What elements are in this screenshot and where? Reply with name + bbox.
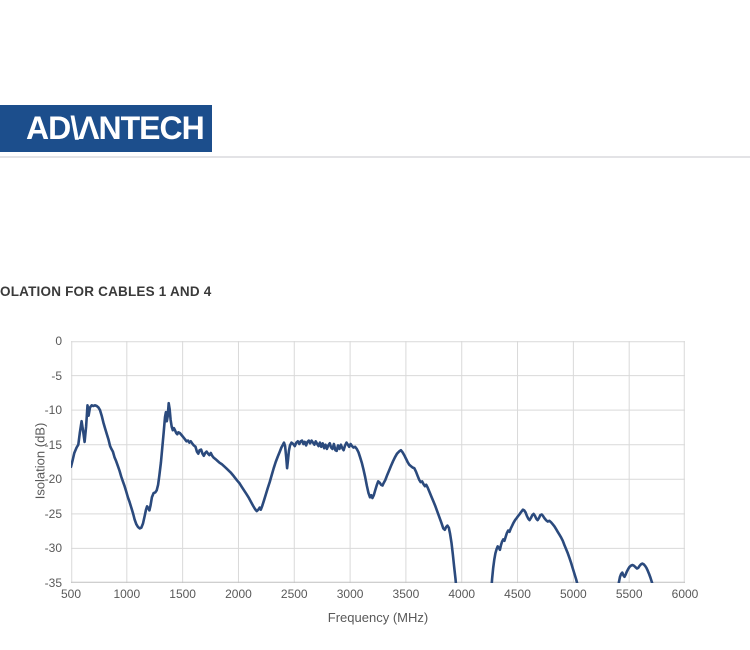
isolation-series-line bbox=[617, 562, 654, 583]
advantech-logo: AD\ΛNTECH bbox=[0, 105, 212, 152]
y-tick-label: -20 bbox=[44, 472, 62, 487]
x-tick-label: 4000 bbox=[448, 587, 476, 601]
y-tick-label: -25 bbox=[44, 506, 62, 521]
y-axis-title: Isolation (dB) bbox=[32, 422, 48, 500]
x-tick-label: 5500 bbox=[615, 587, 643, 601]
x-tick-label: 1000 bbox=[113, 587, 141, 601]
y-tick-label: 0 bbox=[55, 334, 62, 348]
isolation-series-line bbox=[490, 508, 579, 583]
x-tick-label: 3500 bbox=[392, 587, 420, 601]
x-tick-label: 4500 bbox=[504, 587, 531, 601]
x-tick-label: 2500 bbox=[280, 587, 308, 601]
divider-line bbox=[0, 156, 750, 158]
x-tick-label: 5000 bbox=[560, 587, 587, 601]
x-tick-label: 2000 bbox=[225, 587, 252, 601]
y-tick-label: -10 bbox=[44, 403, 62, 418]
x-axis-title: Frequency (MHz) bbox=[327, 610, 429, 625]
y-tick-label: -35 bbox=[44, 576, 62, 590]
x-tick-label: 3000 bbox=[336, 587, 364, 601]
section-heading: OLATION FOR CABLES 1 AND 4 bbox=[0, 284, 212, 299]
x-tick-label: 500 bbox=[60, 587, 82, 601]
y-tick-label: -15 bbox=[44, 437, 62, 452]
x-tick-label: 1500 bbox=[169, 587, 196, 601]
plot-area bbox=[71, 341, 685, 583]
x-tick-label: 6000 bbox=[671, 587, 699, 601]
isolation-series-line bbox=[71, 401, 458, 583]
y-tick-label: -5 bbox=[51, 368, 62, 383]
y-tick-label: -30 bbox=[44, 541, 62, 556]
